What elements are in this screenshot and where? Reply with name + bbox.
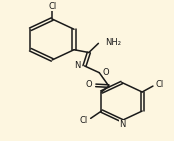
Text: N: N [74,61,80,70]
Text: N: N [120,120,126,129]
Text: NH₂: NH₂ [105,38,121,47]
Text: O: O [103,68,109,77]
Text: Cl: Cl [48,2,56,11]
Text: Cl: Cl [155,80,164,89]
Text: Cl: Cl [80,116,88,125]
Text: O: O [85,81,92,89]
